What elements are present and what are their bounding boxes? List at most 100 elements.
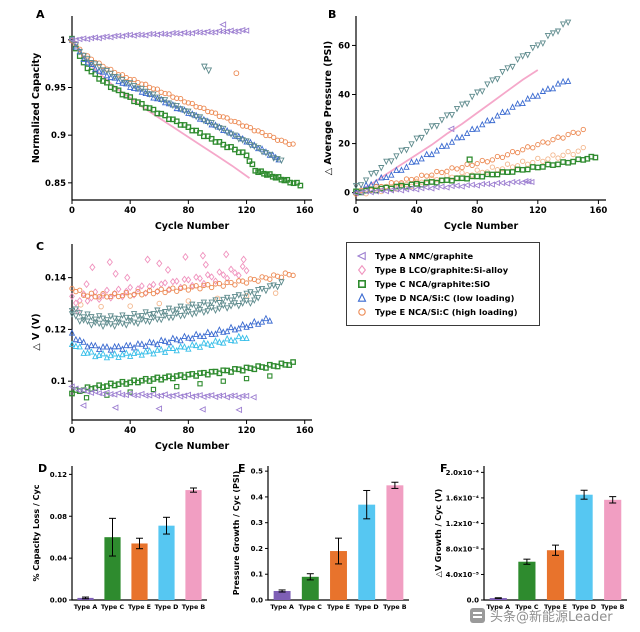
svg-text:2.0x10⁻⁴: 2.0x10⁻⁴ (446, 469, 479, 477)
svg-text:4.0x10⁻⁵: 4.0x10⁻⁵ (446, 571, 479, 579)
series-type-c-scatter (83, 373, 273, 401)
svg-text:0.1: 0.1 (51, 377, 66, 387)
type-d-marker-icon (357, 292, 367, 302)
svg-text:Type E: Type E (544, 604, 567, 611)
bar-type-d (158, 525, 175, 600)
series-type-e (69, 38, 296, 147)
legend-label-type-b: Type B LCO/graphite:Si-alloy (375, 265, 509, 275)
panel-e: E 0.0 0.1 0.2 0.3 0.4 0.5 Pressure Growth / Cy… (230, 458, 416, 628)
x-axis-label: Cycle Number (155, 441, 230, 452)
panel-f-label: F (440, 462, 448, 475)
svg-text:1.6x10⁻⁴: 1.6x10⁻⁴ (446, 494, 479, 502)
svg-text:120: 120 (529, 206, 547, 216)
bar-type-e (330, 551, 347, 600)
svg-text:40: 40 (124, 206, 136, 216)
svg-text:0: 0 (69, 426, 75, 436)
bar-type-c (104, 537, 121, 600)
series-type-a (68, 26, 250, 44)
legend-item-type-e: Type E NCA/Si:C (high loading) (354, 305, 532, 319)
svg-text:Type A: Type A (487, 604, 511, 611)
svg-text:0.04: 0.04 (50, 555, 67, 563)
legend-label-type-c: Type C NCA/graphite:SiO (375, 279, 491, 289)
svg-text:Type D: Type D (355, 604, 379, 611)
series-type-b (71, 39, 251, 179)
svg-text:0.85: 0.85 (45, 179, 66, 189)
svg-text:60: 60 (338, 41, 350, 51)
svg-text:Type A: Type A (270, 604, 294, 611)
y-axis-label: △ V (V) (31, 313, 42, 350)
watermark: 头条@新能源Leader (470, 606, 613, 625)
type-a-marker-icon (356, 251, 366, 261)
legend-item-type-d: Type D NCA/Si:C (low loading) (354, 291, 532, 305)
y-axis-label: △ Average Pressure (PSI) (323, 41, 334, 176)
series-type-a-scatter (79, 393, 257, 414)
series-type-e (69, 270, 296, 300)
svg-text:0.0: 0.0 (251, 597, 264, 605)
svg-text:40: 40 (124, 426, 136, 436)
svg-text:120: 120 (238, 206, 256, 216)
series-type-d (68, 314, 273, 353)
svg-text:160: 160 (296, 426, 314, 436)
series-type-c (69, 35, 304, 189)
svg-text:Type C: Type C (515, 604, 539, 611)
panel-f: F 0.0 4.0x10⁻⁵ 8.0x10⁻⁵ 1.2x10⁻⁴ 1.6x10⁻⁴ 2.0… (432, 458, 634, 628)
panel-f-chart: 0.0 4.0x10⁻⁵ 8.0x10⁻⁵ 1.2x10⁻⁴ 1.6x10⁻⁴ 2.0x1… (434, 466, 627, 611)
svg-text:0.9: 0.9 (51, 131, 66, 141)
series-stray-purple (447, 125, 455, 133)
svg-text:0.12: 0.12 (45, 325, 66, 335)
bar-type-b (604, 499, 622, 600)
svg-text:Type C: Type C (101, 604, 125, 611)
svg-text:0: 0 (353, 206, 359, 216)
svg-text:Type B: Type B (383, 604, 407, 611)
series-type-d-cell2 (352, 19, 572, 190)
svg-text:0.12: 0.12 (50, 471, 67, 479)
legend-label-type-d: Type D NCA/Si:C (low loading) (375, 293, 515, 303)
bar-type-c (518, 561, 536, 600)
panel-d-label: D (38, 462, 48, 475)
legend-item-type-b: Type B LCO/graphite:Si-alloy (354, 263, 532, 277)
svg-text:0.3: 0.3 (251, 519, 264, 527)
bar-type-b (185, 490, 202, 600)
series-stray-purple (219, 21, 227, 28)
legend-item-type-c: Type C NCA/graphite:SiO (354, 277, 532, 291)
svg-text:0.14: 0.14 (45, 274, 66, 284)
type-b-marker-icon (357, 264, 367, 276)
svg-text:Type D: Type D (572, 604, 596, 611)
axes: 0 40 80 120 160 0 20 40 60 Cycle Number △ Average … (323, 16, 607, 232)
bar-type-e (131, 543, 148, 600)
bar-type-e (546, 550, 565, 600)
svg-text:0.08: 0.08 (50, 513, 67, 521)
svg-text:Type A: Type A (74, 604, 98, 611)
bar-type-a (273, 590, 291, 600)
svg-text:Type C: Type C (299, 604, 323, 611)
legend-label-type-a: Type A NMC/graphite (375, 251, 474, 261)
svg-text:0.5: 0.5 (251, 468, 264, 476)
svg-text:0: 0 (344, 189, 350, 199)
panel-a-chart: 0 40 80 120 160 0.85 0.9 0.95 1 Cycle Number Norma… (31, 16, 314, 232)
bar-type-a (489, 598, 507, 600)
svg-text:20: 20 (338, 140, 350, 150)
svg-text:1: 1 (60, 36, 66, 46)
svg-text:0.2: 0.2 (251, 545, 264, 553)
svg-text:40: 40 (338, 91, 350, 101)
type-e-marker-icon (358, 308, 366, 316)
svg-text:0.4: 0.4 (251, 493, 264, 501)
panel-a-label: A (36, 8, 45, 21)
svg-text:Type B: Type B (601, 604, 625, 611)
x-axis-label: Cycle Number (155, 221, 230, 232)
series-type-a (352, 177, 535, 197)
series-type-b-scatter (74, 250, 247, 316)
svg-text:0: 0 (69, 206, 75, 216)
series-type-d-cell2 (68, 36, 285, 165)
svg-text:80: 80 (471, 206, 483, 216)
legend-item-type-a: Type A NMC/graphite (354, 249, 532, 263)
panel-e-label: E (238, 462, 246, 475)
watermark-text: 头条@新能源Leader (490, 610, 613, 625)
svg-text:Type E: Type E (128, 604, 151, 611)
svg-text:40: 40 (411, 206, 423, 216)
series-stray-teal (201, 63, 213, 75)
panel-d: D 0.00 0.04 0.08 0.12 % Capacity Loss / Cyc T… (30, 458, 214, 628)
axes: 0 40 80 120 160 0.1 0.12 0.14 Cycle Number △ V (V… (31, 244, 314, 452)
bar-type-b (386, 485, 404, 600)
svg-text:160: 160 (590, 206, 608, 216)
